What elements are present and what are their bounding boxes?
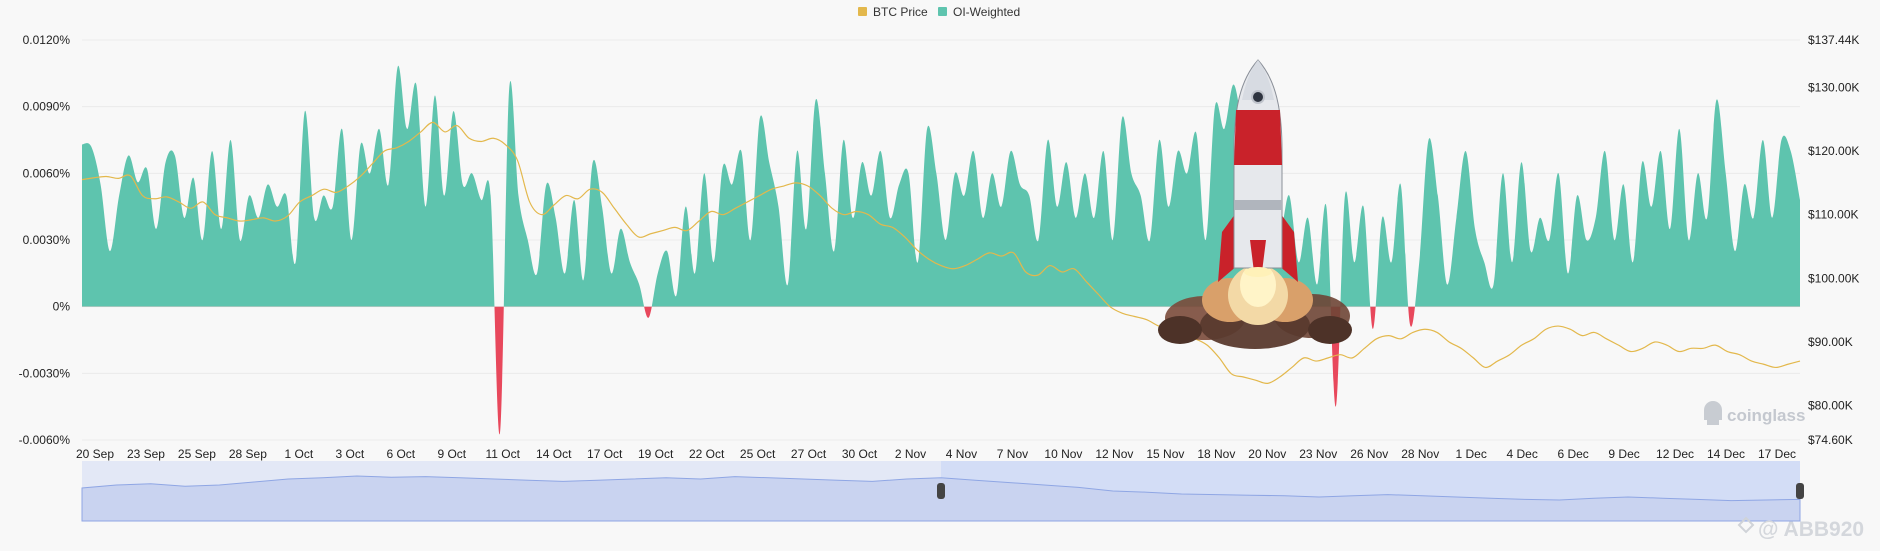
x-tick-label: 12 Nov bbox=[1095, 447, 1133, 461]
btc-price-path bbox=[81, 121, 1801, 385]
coinglass-watermark: coinglass bbox=[1704, 401, 1805, 425]
legend-swatch-btc-price bbox=[858, 7, 867, 16]
x-tick-label: 4 Dec bbox=[1506, 447, 1537, 461]
y-right-tick-label: $100.00K bbox=[1808, 271, 1859, 285]
x-tick-label: 2 Nov bbox=[895, 447, 926, 461]
x-tick-label: 28 Sep bbox=[229, 447, 267, 461]
x-tick-label: 6 Dec bbox=[1557, 447, 1588, 461]
x-tick-label: 30 Oct bbox=[842, 447, 878, 461]
x-tick-label: 11 Oct bbox=[486, 447, 521, 461]
x-tick-label: 12 Dec bbox=[1656, 447, 1694, 461]
y-left-tick-label: -0.0060% bbox=[19, 433, 71, 447]
y-right-tick-label: $90.00K bbox=[1808, 335, 1853, 349]
x-tick-label: 20 Nov bbox=[1248, 447, 1286, 461]
binance-square-logo-icon bbox=[1737, 516, 1755, 534]
x-tick-label: 27 Oct bbox=[791, 447, 827, 461]
x-tick-label: 26 Nov bbox=[1350, 447, 1388, 461]
x-tick-label: 23 Nov bbox=[1299, 447, 1337, 461]
navigator-handle-left[interactable] bbox=[937, 483, 945, 499]
rocket-body bbox=[1218, 59, 1298, 282]
x-tick-label: 20 Sep bbox=[76, 447, 114, 461]
x-tick-label: 28 Nov bbox=[1401, 447, 1439, 461]
y-left-tick-label: 0.0060% bbox=[23, 166, 71, 180]
x-tick-label: 3 Oct bbox=[336, 447, 365, 461]
x-tick-label: 17 Dec bbox=[1758, 447, 1796, 461]
x-tick-label: 15 Nov bbox=[1146, 447, 1184, 461]
navigator-handle-right[interactable] bbox=[1796, 483, 1804, 499]
coinglass-logo-icon bbox=[1704, 401, 1722, 425]
x-tick-label: 25 Oct bbox=[740, 447, 776, 461]
legend-label-oi-weighted: OI-Weighted bbox=[953, 5, 1020, 19]
y-left-tick-label: -0.0030% bbox=[19, 366, 71, 380]
x-tick-label: 14 Dec bbox=[1707, 447, 1745, 461]
y-right-tick-label: $120.00K bbox=[1808, 144, 1859, 158]
y-axis-left: -0.0060% -0.0030% 0% 0.0030% 0.0060% 0.0090% 0… bbox=[19, 33, 71, 447]
y-right-tick-label: $80.00K bbox=[1808, 399, 1853, 413]
x-tick-label: 1 Dec bbox=[1456, 447, 1487, 461]
y-left-tick-label: 0.0030% bbox=[23, 233, 71, 247]
range-navigator[interactable] bbox=[81, 461, 1804, 522]
oi-positive-area bbox=[82, 66, 1800, 307]
oi-weighted-area bbox=[82, 66, 1800, 435]
x-tick-label: 14 Oct bbox=[536, 447, 572, 461]
x-tick-label: 6 Oct bbox=[386, 447, 415, 461]
y-left-tick-label: 0.0090% bbox=[23, 100, 71, 114]
rocket-icon bbox=[1158, 59, 1352, 349]
x-tick-label: 9 Dec bbox=[1608, 447, 1639, 461]
y-right-tick-label: $110.00K bbox=[1808, 208, 1859, 222]
btc-price-line bbox=[81, 121, 1801, 385]
y-axis-right: $74.60K $80.00K $90.00K $100.00K $110.00K $12… bbox=[1808, 33, 1859, 447]
coinglass-brand-text: coinglass bbox=[1727, 406, 1805, 425]
x-tick-label: 23 Sep bbox=[127, 447, 165, 461]
y-left-tick-label: 0% bbox=[53, 300, 71, 314]
x-tick-label: 19 Oct bbox=[638, 447, 674, 461]
y-right-tick-label: $74.60K bbox=[1808, 433, 1853, 447]
y-left-tick-label: 0.0120% bbox=[23, 33, 71, 47]
legend-label-btc-price: BTC Price bbox=[873, 5, 928, 19]
legend-item-btc-price[interactable]: BTC Price bbox=[858, 5, 928, 19]
y-right-tick-label: $137.44K bbox=[1808, 33, 1859, 47]
handle-left-grip bbox=[937, 483, 945, 499]
social-watermark: @ ABB920 bbox=[1737, 516, 1864, 541]
x-tick-label: 4 Nov bbox=[946, 447, 977, 461]
x-tick-label: 25 Sep bbox=[178, 447, 216, 461]
legend-swatch-oi-weighted bbox=[938, 7, 947, 16]
x-tick-label: 1 Oct bbox=[285, 447, 314, 461]
y-right-tick-label: $130.00K bbox=[1808, 80, 1859, 94]
legend: BTC Price OI-Weighted bbox=[858, 5, 1020, 19]
x-tick-label: 17 Oct bbox=[587, 447, 623, 461]
x-tick-label: 9 Oct bbox=[437, 447, 466, 461]
x-tick-label: 10 Nov bbox=[1044, 447, 1082, 461]
x-axis: 20 Sep 23 Sep 25 Sep 28 Sep 1 Oct 3 Oct 6 Oct 9… bbox=[76, 447, 1796, 461]
x-tick-label: 22 Oct bbox=[689, 447, 725, 461]
x-tick-label: 18 Nov bbox=[1197, 447, 1235, 461]
legend-item-oi-weighted[interactable]: OI-Weighted bbox=[938, 5, 1020, 19]
handle-right-grip bbox=[1796, 483, 1804, 499]
social-handle-text: @ ABB920 bbox=[1758, 518, 1864, 541]
x-tick-label: 7 Nov bbox=[997, 447, 1028, 461]
